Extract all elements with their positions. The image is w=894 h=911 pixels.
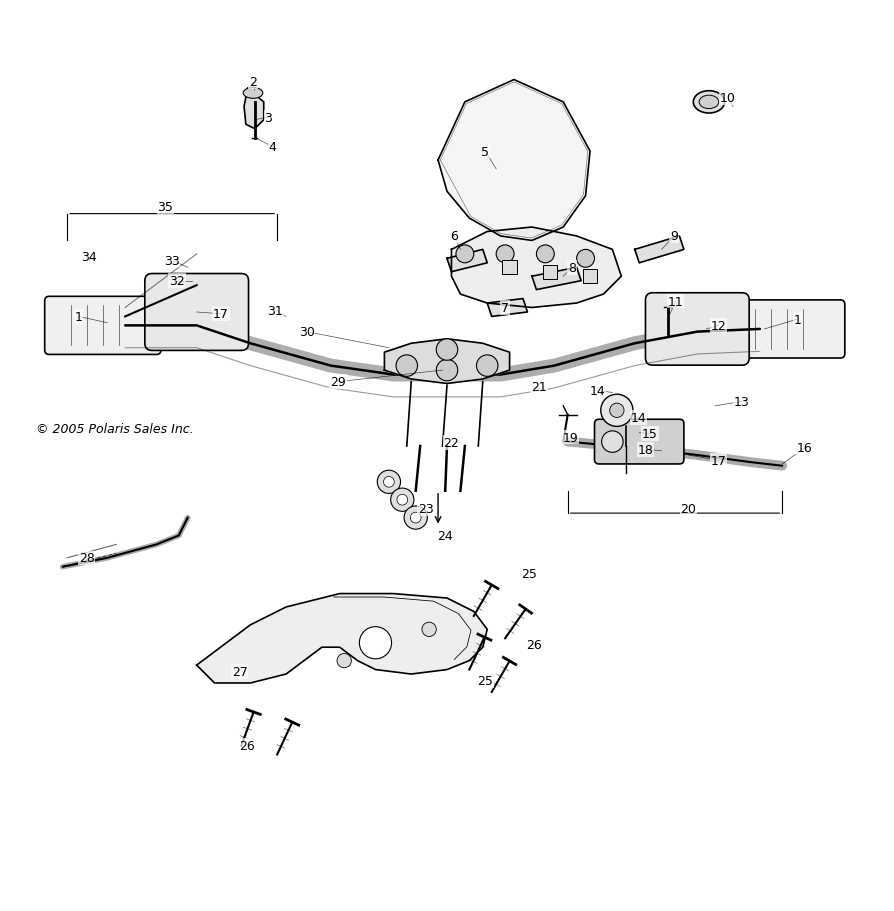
Polygon shape — [635, 237, 684, 263]
Circle shape — [610, 404, 624, 418]
FancyBboxPatch shape — [595, 420, 684, 465]
Text: 26: 26 — [526, 639, 542, 651]
Circle shape — [422, 622, 436, 637]
Text: 14: 14 — [589, 384, 605, 398]
Circle shape — [404, 507, 427, 529]
Ellipse shape — [699, 96, 719, 109]
Circle shape — [391, 488, 414, 512]
Circle shape — [377, 471, 401, 494]
Text: 10: 10 — [720, 92, 736, 105]
FancyBboxPatch shape — [45, 297, 161, 355]
Polygon shape — [487, 299, 527, 317]
Text: 20: 20 — [680, 503, 696, 516]
Text: 25: 25 — [477, 674, 493, 687]
Circle shape — [396, 355, 417, 377]
FancyBboxPatch shape — [645, 293, 749, 365]
Text: 6: 6 — [451, 230, 458, 243]
Text: 33: 33 — [164, 254, 180, 267]
Circle shape — [456, 246, 474, 263]
Text: 17: 17 — [213, 308, 229, 321]
Text: 29: 29 — [330, 375, 346, 389]
Text: 19: 19 — [562, 431, 578, 445]
Circle shape — [436, 360, 458, 382]
Text: 35: 35 — [157, 200, 173, 214]
Text: 26: 26 — [239, 739, 255, 752]
Text: 5: 5 — [482, 146, 489, 159]
Text: 4: 4 — [269, 141, 276, 154]
Text: 8: 8 — [569, 261, 576, 274]
Text: 25: 25 — [521, 567, 537, 580]
Circle shape — [577, 251, 595, 268]
Text: 13: 13 — [734, 395, 750, 408]
Text: 31: 31 — [267, 304, 283, 317]
Circle shape — [536, 246, 554, 263]
Text: 9: 9 — [670, 230, 678, 243]
Bar — [583, 270, 597, 284]
Bar — [543, 265, 557, 280]
Bar — [502, 261, 517, 275]
Text: 24: 24 — [437, 529, 453, 542]
Text: 7: 7 — [502, 302, 509, 314]
Text: 1: 1 — [75, 311, 82, 323]
Polygon shape — [438, 80, 590, 241]
Text: 30: 30 — [299, 326, 315, 339]
Circle shape — [397, 495, 408, 506]
Text: 1: 1 — [794, 313, 801, 326]
Text: 28: 28 — [79, 552, 95, 565]
Text: 17: 17 — [711, 455, 727, 467]
Text: 23: 23 — [417, 503, 434, 516]
Text: 16: 16 — [797, 442, 813, 455]
Ellipse shape — [243, 88, 263, 99]
Text: 14: 14 — [630, 412, 646, 425]
Ellipse shape — [694, 92, 724, 114]
Text: 22: 22 — [443, 436, 460, 449]
Text: 18: 18 — [637, 444, 654, 456]
Polygon shape — [447, 251, 487, 272]
Circle shape — [359, 627, 392, 660]
Polygon shape — [244, 89, 264, 129]
Polygon shape — [197, 594, 487, 683]
Circle shape — [496, 246, 514, 263]
Text: 2: 2 — [249, 76, 257, 88]
Polygon shape — [451, 228, 621, 308]
Text: 34: 34 — [81, 251, 97, 264]
Text: 15: 15 — [642, 427, 658, 441]
FancyBboxPatch shape — [145, 274, 249, 351]
Text: 21: 21 — [531, 380, 547, 394]
Circle shape — [477, 355, 498, 377]
Text: 27: 27 — [232, 665, 248, 678]
Circle shape — [410, 513, 421, 523]
Polygon shape — [384, 340, 510, 384]
Text: 11: 11 — [668, 295, 684, 309]
Text: 32: 32 — [169, 275, 185, 288]
Circle shape — [337, 654, 351, 668]
FancyBboxPatch shape — [729, 301, 845, 359]
Circle shape — [602, 432, 623, 453]
Text: © 2005 Polaris Sales Inc.: © 2005 Polaris Sales Inc. — [36, 422, 193, 435]
Text: 12: 12 — [711, 320, 727, 333]
Circle shape — [436, 340, 458, 361]
Circle shape — [384, 477, 394, 487]
Circle shape — [601, 394, 633, 427]
Polygon shape — [532, 268, 581, 291]
Text: 3: 3 — [265, 111, 272, 125]
